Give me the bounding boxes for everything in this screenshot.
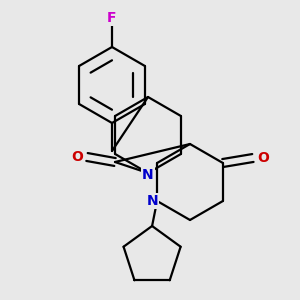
Text: O: O <box>71 150 83 164</box>
Text: O: O <box>257 151 269 165</box>
Text: N: N <box>146 194 158 208</box>
Text: N: N <box>142 168 154 182</box>
Text: F: F <box>107 11 117 25</box>
